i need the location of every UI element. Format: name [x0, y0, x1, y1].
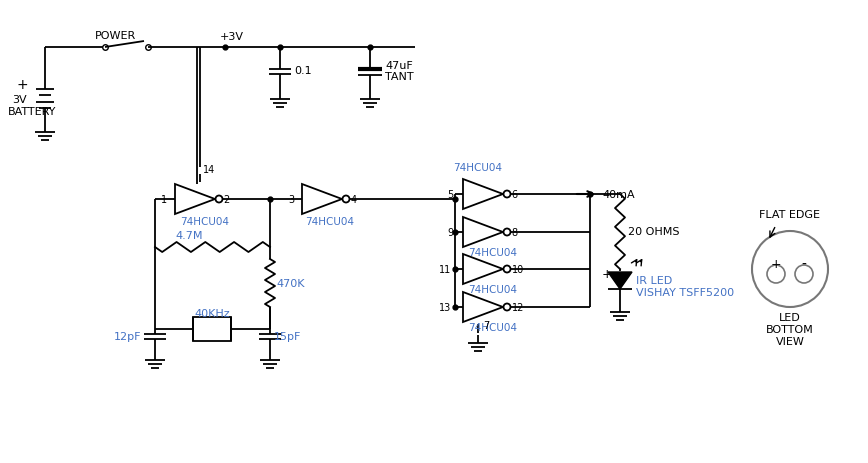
Text: TANT: TANT — [385, 72, 414, 82]
Text: 4.7M: 4.7M — [175, 231, 202, 240]
Text: 12: 12 — [511, 302, 524, 313]
Text: 15pF: 15pF — [274, 332, 301, 341]
Text: 0.1: 0.1 — [294, 66, 312, 76]
Text: 5: 5 — [447, 189, 453, 200]
Text: IR LED: IR LED — [636, 275, 672, 285]
Text: +: + — [16, 78, 28, 92]
Text: 9: 9 — [447, 227, 453, 238]
Text: +: + — [771, 258, 781, 271]
Text: 11: 11 — [438, 264, 451, 275]
Text: 74HCU04: 74HCU04 — [468, 247, 517, 257]
Text: 2: 2 — [223, 194, 230, 205]
Text: FLAT EDGE: FLAT EDGE — [760, 210, 820, 219]
Text: 6: 6 — [511, 189, 517, 200]
Text: BOTTOM: BOTTOM — [766, 324, 814, 334]
Bar — [193, 317, 231, 341]
Text: POWER: POWER — [95, 31, 136, 41]
Text: LED: LED — [779, 313, 801, 322]
Text: 14: 14 — [203, 165, 215, 175]
Text: BATTERY: BATTERY — [8, 107, 56, 117]
Text: 4: 4 — [351, 194, 357, 205]
Text: 74HCU04: 74HCU04 — [305, 217, 354, 226]
Text: 13: 13 — [438, 302, 451, 313]
Text: 47uF: 47uF — [385, 61, 413, 71]
Text: 74HCU04: 74HCU04 — [180, 217, 229, 226]
Text: VISHAY TSFF5200: VISHAY TSFF5200 — [636, 288, 734, 297]
Text: +: + — [602, 267, 613, 280]
Text: 3V: 3V — [12, 95, 27, 105]
Text: 10: 10 — [511, 264, 523, 275]
Text: 40KHz: 40KHz — [194, 308, 230, 319]
Text: 470K: 470K — [276, 278, 305, 288]
Text: 74HCU04: 74HCU04 — [468, 284, 517, 294]
Text: VIEW: VIEW — [776, 336, 805, 346]
Text: 8: 8 — [511, 227, 517, 238]
Text: +3V: +3V — [220, 32, 244, 42]
Text: 74HCU04: 74HCU04 — [453, 163, 502, 173]
Text: 1: 1 — [161, 194, 167, 205]
Text: 7: 7 — [483, 320, 490, 330]
Text: 12pF: 12pF — [114, 332, 141, 341]
Text: -: - — [801, 257, 806, 271]
Text: 74HCU04: 74HCU04 — [468, 322, 517, 332]
Text: 40mA: 40mA — [602, 189, 635, 200]
Text: 20 OHMS: 20 OHMS — [628, 226, 680, 237]
Text: 3: 3 — [288, 194, 294, 205]
Polygon shape — [608, 272, 632, 289]
